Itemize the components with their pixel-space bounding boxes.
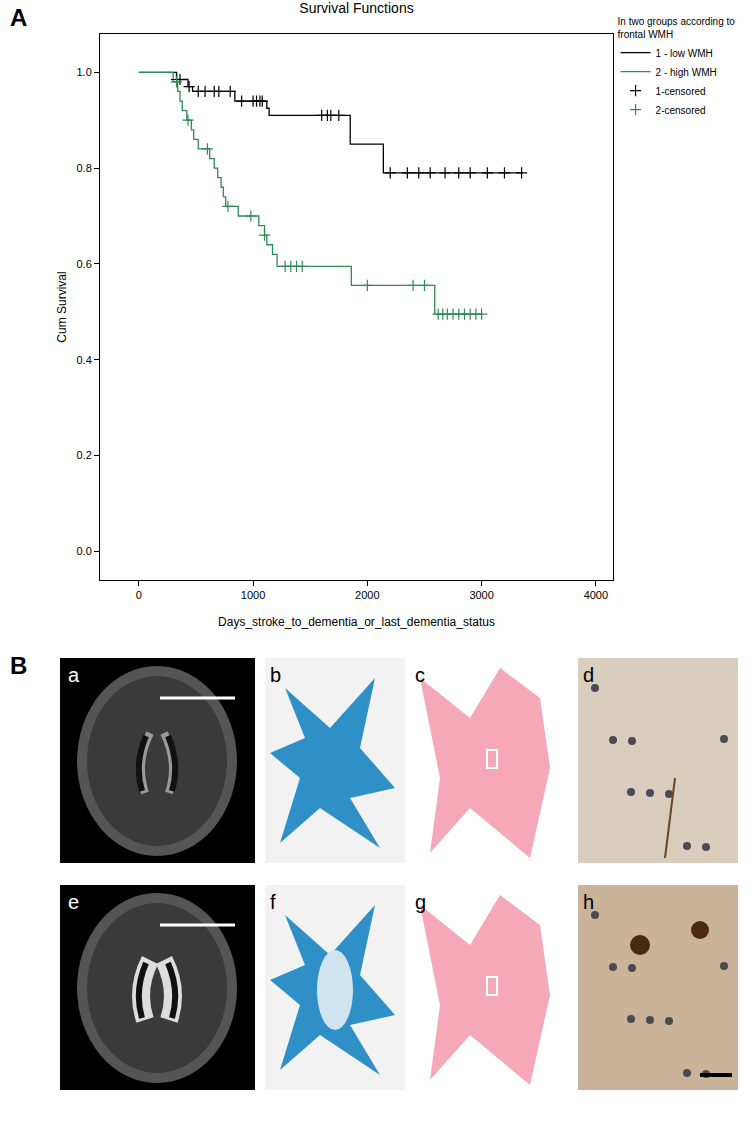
svg-text:f: f <box>270 891 276 913</box>
svg-text:h: h <box>583 891 594 913</box>
svg-text:0.8: 0.8 <box>77 162 92 174</box>
svg-text:3000: 3000 <box>469 589 493 601</box>
svg-text:1.0: 1.0 <box>77 66 92 78</box>
svg-text:g: g <box>415 891 426 913</box>
svg-text:d: d <box>583 664 594 686</box>
svg-text:0.2: 0.2 <box>77 449 92 461</box>
svg-text:Days_stroke_to_dementia_or_las: Days_stroke_to_dementia_or_last_dementia… <box>218 615 495 629</box>
svg-text:Survival Functions: Survival Functions <box>299 0 413 16</box>
svg-text:0: 0 <box>136 589 142 601</box>
html-text:B: B <box>10 652 28 679</box>
svg-text:1-censored: 1-censored <box>656 86 706 97</box>
svg-text:0.6: 0.6 <box>77 258 92 270</box>
svg-text:1000: 1000 <box>241 589 265 601</box>
svg-text:c: c <box>415 664 425 686</box>
svg-text:b: b <box>270 664 281 686</box>
svg-text:2 - high WMH: 2 - high WMH <box>656 67 717 78</box>
svg-text:1 - low WMH: 1 - low WMH <box>656 48 713 59</box>
svg-text:0.4: 0.4 <box>77 354 92 366</box>
svg-text:0.0: 0.0 <box>77 545 92 557</box>
svg-text:In two groups according tofron: In two groups according tofrontal WMH <box>618 16 736 40</box>
html-text:A: A <box>10 4 28 31</box>
svg-text:2000: 2000 <box>355 589 379 601</box>
svg-text:4000: 4000 <box>584 589 608 601</box>
svg-text:Cum Survival: Cum Survival <box>55 271 69 342</box>
svg-text:a: a <box>68 664 80 686</box>
svg-text:e: e <box>68 891 79 913</box>
svg-text:2-censored: 2-censored <box>656 105 706 116</box>
